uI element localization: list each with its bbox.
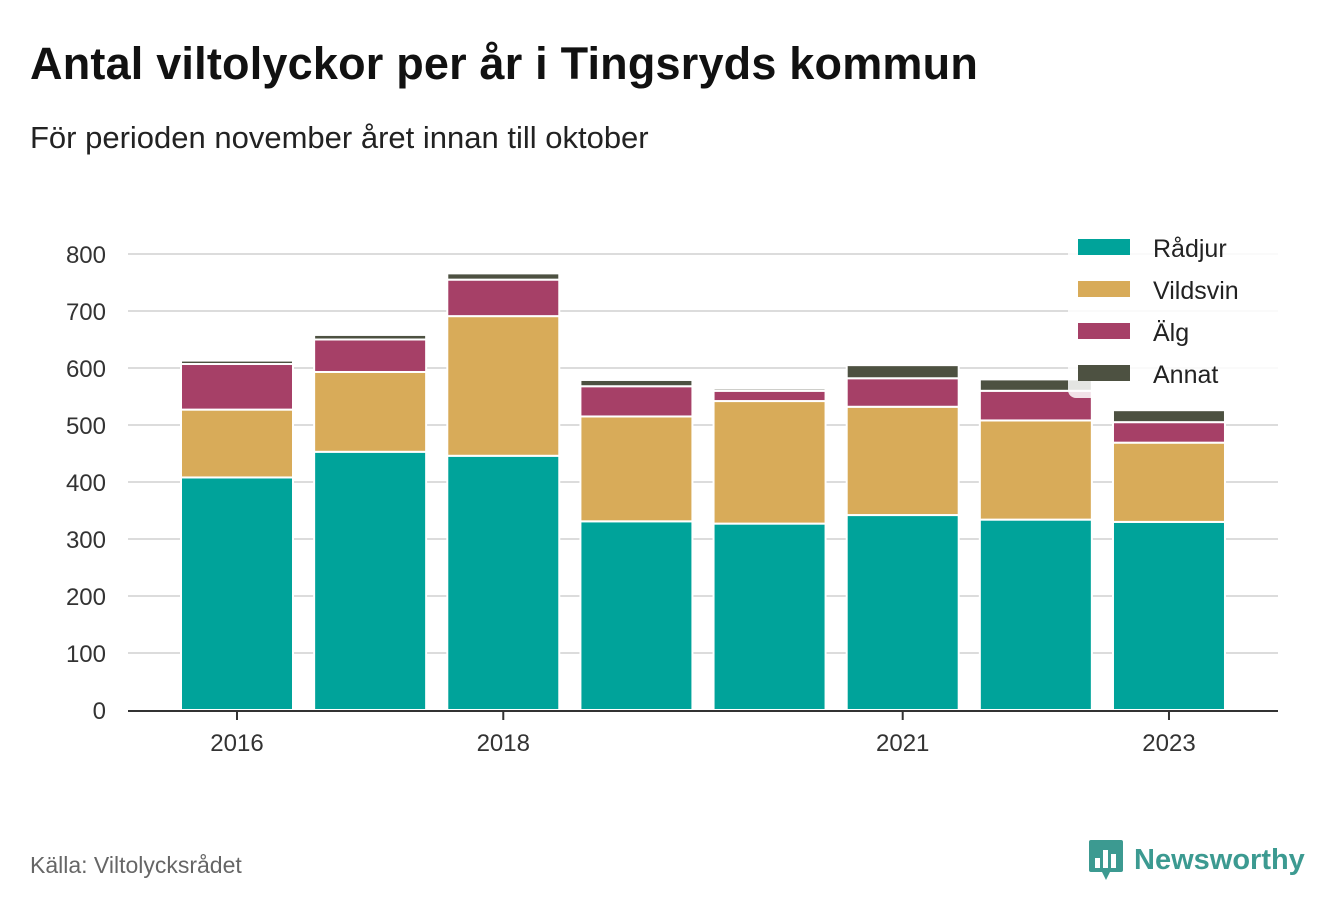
bar-2017-series-1: [313, 370, 428, 453]
x-tick-label-2021: 2021: [876, 730, 929, 757]
y-tick-label-300: 300: [66, 527, 106, 554]
bar-2018-series-1: [446, 315, 561, 457]
y-tick-label-800: 800: [66, 242, 106, 269]
bar-2023-series-0: [1111, 520, 1226, 712]
bar-2020-series-1: [712, 400, 827, 525]
bar-2019-series-1: [579, 415, 694, 523]
y-tick-label-700: 700: [66, 299, 106, 326]
y-tick-label-100: 100: [66, 641, 106, 668]
brand-name: Newsworthy: [1134, 843, 1305, 876]
bar-2021-series-1: [845, 405, 960, 517]
source-note: Källa: Viltolycksrådet: [30, 852, 242, 878]
bar-2018-series-3: [446, 272, 561, 281]
bar-2016-series-1: [180, 408, 294, 479]
y-tick-label-200: 200: [66, 584, 106, 611]
chart-subtitle: För perioden november året innan till ok…: [30, 120, 649, 155]
legend-label-0: Rådjur: [1153, 235, 1227, 263]
bar-2016-series-0: [180, 476, 294, 711]
bar-2017-series-0: [313, 450, 428, 711]
bar-2019-series-3: [579, 378, 694, 388]
bar-2019-series-0: [579, 520, 694, 712]
legend-label-2: Älg: [1153, 319, 1189, 347]
bar-2016-series-2: [180, 363, 294, 411]
bar-2022-series-0: [978, 518, 1093, 711]
bar-2021-series-2: [845, 377, 960, 408]
newsworthy-bar-chart-logo-icon: [1088, 838, 1124, 882]
bar-2022-series-1: [978, 419, 1093, 521]
x-tick-label-2018: 2018: [477, 730, 530, 757]
legend-swatch-1: [1078, 281, 1130, 297]
legend-label-3: Annat: [1153, 361, 1218, 389]
bar-2016-series-3: [180, 359, 294, 366]
bar-2020-series-2: [712, 389, 827, 403]
y-tick-label-0: 0: [93, 698, 106, 725]
legend-swatch-0: [1078, 239, 1130, 255]
x-tick-label-2023: 2023: [1142, 730, 1195, 757]
y-tick-label-600: 600: [66, 356, 106, 383]
bar-2017-series-2: [313, 338, 428, 373]
bar-2019-series-2: [579, 385, 694, 418]
bar-2023-series-1: [1111, 441, 1226, 523]
brand: Newsworthy: [1088, 838, 1305, 882]
bar-2021-series-0: [845, 514, 960, 711]
bar-2017-series-3: [313, 333, 428, 341]
y-tick-label-500: 500: [66, 413, 106, 440]
bar-2018-series-2: [446, 278, 561, 318]
legend-background: [1068, 228, 1282, 398]
bar-2021-series-3: [845, 364, 960, 380]
bar-2023-series-2: [1111, 421, 1226, 444]
legend-swatch-2: [1078, 323, 1130, 339]
legend-label-1: Vildsvin: [1153, 277, 1239, 305]
bar-2020-series-0: [712, 522, 827, 711]
bar-2023-series-3: [1111, 409, 1226, 424]
y-tick-label-400: 400: [66, 470, 106, 497]
bar-2020-series-3: [712, 387, 827, 392]
x-tick-label-2016: 2016: [210, 730, 263, 757]
bar-2018-series-0: [446, 454, 561, 711]
chart-title: Antal viltolyckor per år i Tingsryds kom…: [30, 38, 979, 89]
legend-swatch-3: [1078, 365, 1130, 381]
